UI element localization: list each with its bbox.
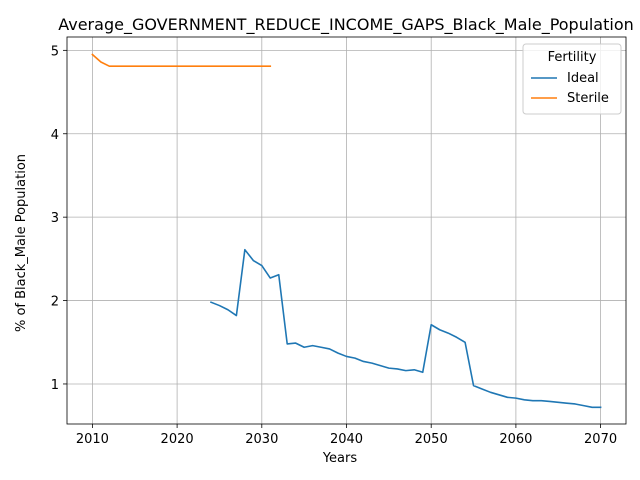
x-tick-label: 2010 xyxy=(76,432,109,447)
series-line-sterile xyxy=(91,53,272,67)
legend-box xyxy=(522,43,622,115)
x-tick-label: 2050 xyxy=(415,432,448,447)
x-tick-label: 2060 xyxy=(499,432,532,447)
legend: Fertility Ideal Sterile xyxy=(522,43,622,115)
y-tick-label: 5 xyxy=(51,44,59,59)
y-axis-label: % of Black_Male Population xyxy=(14,154,29,332)
legend-title: Fertility xyxy=(548,50,597,65)
y-tick-label: 3 xyxy=(51,211,59,226)
series-lines xyxy=(91,53,602,409)
series-line-ideal xyxy=(209,248,602,409)
x-axis-label: Years xyxy=(322,451,358,466)
grid xyxy=(67,37,626,424)
x-tick-label: 2070 xyxy=(584,432,617,447)
x-tick-label: 2020 xyxy=(161,432,194,447)
x-axis-ticks: 2010 2020 2030 2040 2050 2060 2070 xyxy=(76,424,617,447)
y-tick-label: 2 xyxy=(51,295,59,310)
y-axis-ticks: 1 2 3 4 5 xyxy=(51,44,67,393)
x-tick-label: 2030 xyxy=(245,432,278,447)
y-tick-label: 1 xyxy=(51,378,59,393)
chart-title: Average_GOVERNMENT_REDUCE_INCOME_GAPS_Bl… xyxy=(58,15,634,35)
y-tick-label: 4 xyxy=(51,128,59,143)
x-tick-label: 2040 xyxy=(330,432,363,447)
legend-label-ideal: Ideal xyxy=(567,71,599,86)
legend-label-sterile: Sterile xyxy=(567,91,609,106)
